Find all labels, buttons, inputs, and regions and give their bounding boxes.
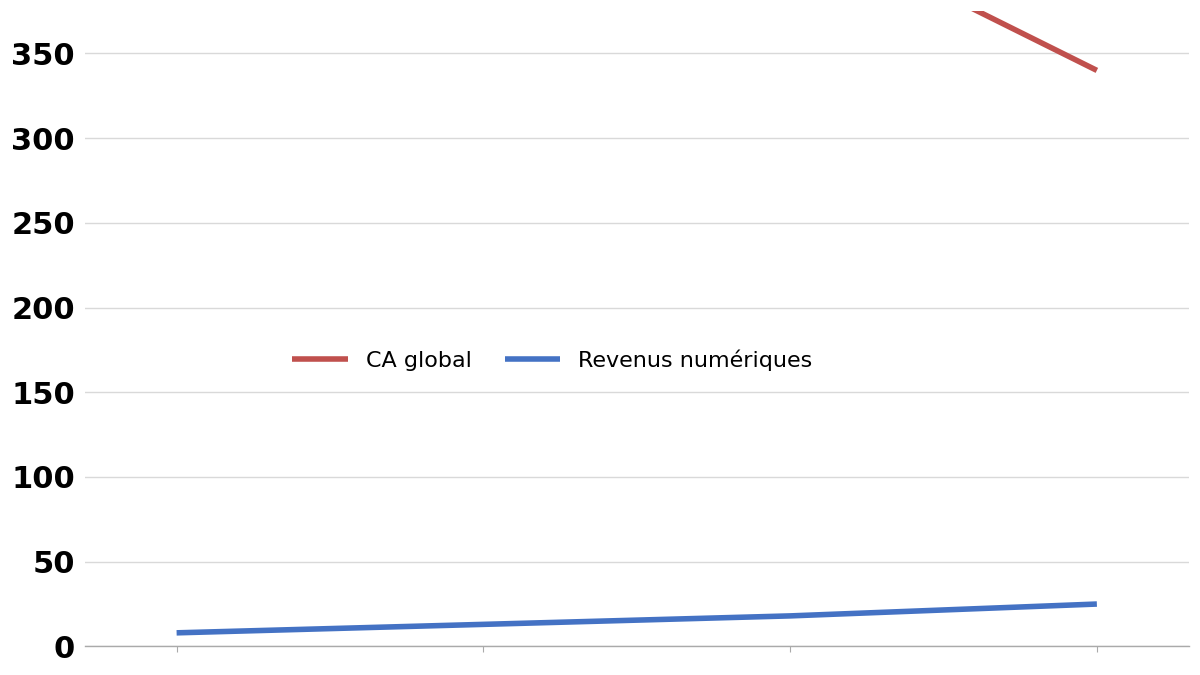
CA global [1090, 66, 1104, 74]
Line: Revenus numériques: Revenus numériques [176, 604, 1097, 633]
Revenus numériques [169, 629, 184, 637]
Legend: CA global, Revenus numériques: CA global, Revenus numériques [283, 341, 821, 380]
Revenus numériques [1090, 600, 1104, 608]
Line: CA global: CA global [790, 0, 1097, 70]
Revenus numériques [782, 612, 797, 620]
Revenus numériques [476, 620, 491, 628]
